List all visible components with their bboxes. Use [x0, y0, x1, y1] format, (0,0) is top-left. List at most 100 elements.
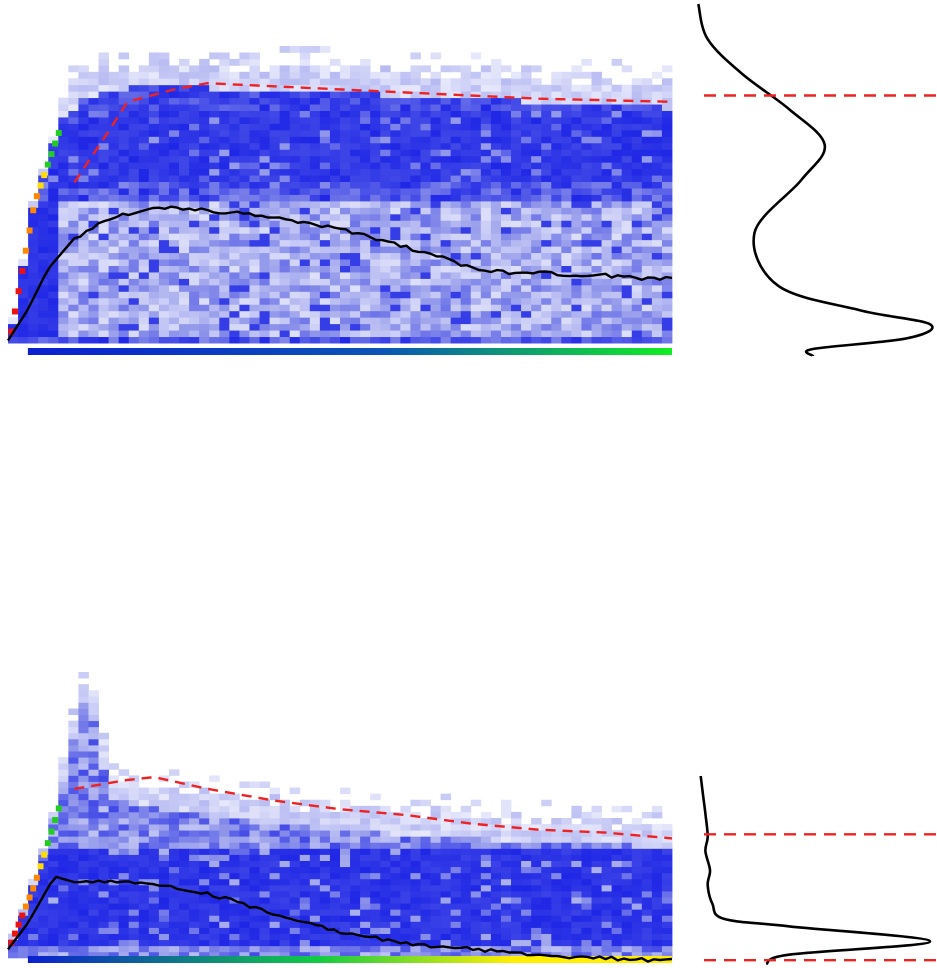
heatmap-cell — [319, 259, 331, 266]
heatmap-cell — [299, 818, 311, 825]
heatmap-cell — [168, 239, 180, 247]
heatmap-cell — [78, 805, 89, 813]
heatmap-cell — [511, 811, 522, 819]
heatmap-cell — [521, 246, 532, 254]
heatmap-cell — [279, 246, 291, 254]
heatmap-cell — [98, 854, 110, 861]
heatmap-cell — [259, 872, 270, 880]
heatmap-cell — [148, 323, 160, 331]
heatmap-cell — [289, 188, 301, 195]
heatmap-cell — [289, 97, 301, 105]
heatmap-cell — [390, 897, 401, 904]
heatmap-cell — [118, 951, 130, 959]
heatmap-cell — [158, 866, 170, 874]
heatmap-cell — [641, 836, 653, 843]
heatmap-cell — [360, 872, 371, 880]
edge-marker — [30, 207, 37, 214]
heatmap-cell — [279, 310, 291, 318]
heatmap-cell — [440, 793, 452, 801]
heatmap-cell — [38, 872, 49, 880]
heatmap-cell — [591, 866, 602, 874]
heatmap-cell — [18, 915, 29, 922]
heatmap-cell — [651, 284, 663, 292]
heatmap-cell — [259, 830, 270, 837]
heatmap-cell — [239, 836, 250, 843]
heatmap-cell — [259, 259, 270, 266]
heatmap-cell — [229, 220, 240, 228]
heatmap-cell — [289, 142, 301, 150]
heatmap-cell — [641, 78, 653, 86]
heatmap-cell — [38, 939, 49, 947]
heatmap-cell — [340, 162, 351, 170]
heatmap-cell — [340, 246, 351, 254]
heatmap-cell — [28, 304, 39, 312]
heatmap-cell — [78, 811, 89, 819]
heatmap-cell — [309, 909, 321, 916]
heatmap-cell — [511, 945, 522, 953]
heatmap-cell — [601, 818, 613, 825]
heatmap-cell — [128, 824, 140, 831]
heatmap-cell — [38, 945, 49, 953]
heatmap-cell — [289, 110, 301, 118]
heatmap-cell — [611, 181, 623, 189]
heatmap-cell — [48, 866, 59, 874]
heatmap-cell — [319, 201, 331, 208]
heatmap-cell — [118, 155, 130, 163]
heatmap-cell — [138, 336, 150, 344]
heatmap-cell — [450, 818, 462, 825]
heatmap-cell — [209, 194, 220, 202]
heatmap-cell — [410, 129, 421, 137]
heatmap-cell — [420, 945, 431, 953]
heatmap-cell — [400, 284, 411, 292]
heatmap-cell — [138, 110, 150, 118]
heatmap-cell — [269, 233, 281, 241]
heatmap-cell — [350, 317, 361, 325]
heatmap-cell — [470, 903, 482, 910]
heatmap-cell — [118, 136, 130, 144]
heatmap-cell — [490, 233, 502, 241]
heatmap-cell — [531, 136, 542, 144]
heatmap-cell — [631, 201, 643, 208]
heatmap-cell — [410, 194, 421, 202]
heatmap-cell — [450, 872, 462, 880]
heatmap-cell — [118, 278, 130, 286]
heatmap-cell — [611, 168, 623, 176]
heatmap-cell — [490, 188, 502, 195]
heatmap-cell — [78, 84, 89, 92]
heatmap-cell — [209, 168, 220, 176]
heatmap-cell — [249, 872, 260, 880]
heatmap-cell — [370, 866, 381, 874]
heatmap-cell — [309, 891, 321, 898]
heatmap-cell — [551, 110, 562, 118]
heatmap-cell — [48, 278, 59, 286]
heatmap-cell — [370, 897, 381, 904]
heatmap-cell — [128, 842, 140, 849]
heatmap-cell — [108, 909, 120, 916]
heatmap-cell — [621, 909, 633, 916]
heatmap-cell — [239, 246, 250, 254]
heatmap-cell — [78, 207, 89, 215]
heatmap-cell — [531, 824, 542, 831]
heatmap-cell — [209, 836, 220, 843]
heatmap-cell — [138, 142, 150, 150]
edge-marker — [37, 182, 44, 189]
heatmap-cell — [319, 866, 331, 874]
heatmap-cell — [18, 939, 29, 947]
heatmap-cell — [8, 945, 19, 953]
heatmap-cell — [500, 129, 512, 137]
heatmap-cell — [500, 220, 512, 228]
heatmap-cell — [340, 201, 351, 208]
heatmap-cell — [390, 854, 401, 861]
heatmap-cell — [541, 239, 552, 247]
heatmap-cell — [430, 291, 442, 299]
heatmap-cell — [460, 854, 472, 861]
heatmap-cell — [118, 793, 130, 801]
heatmap-cell — [299, 884, 311, 892]
heatmap-cell — [158, 811, 170, 819]
heatmap-cell — [219, 866, 230, 874]
heatmap-cell — [329, 903, 341, 910]
heatmap-cell — [309, 272, 321, 279]
heatmap-cell — [400, 304, 411, 312]
heatmap-cell — [350, 272, 361, 279]
heatmap-cell — [440, 149, 452, 157]
